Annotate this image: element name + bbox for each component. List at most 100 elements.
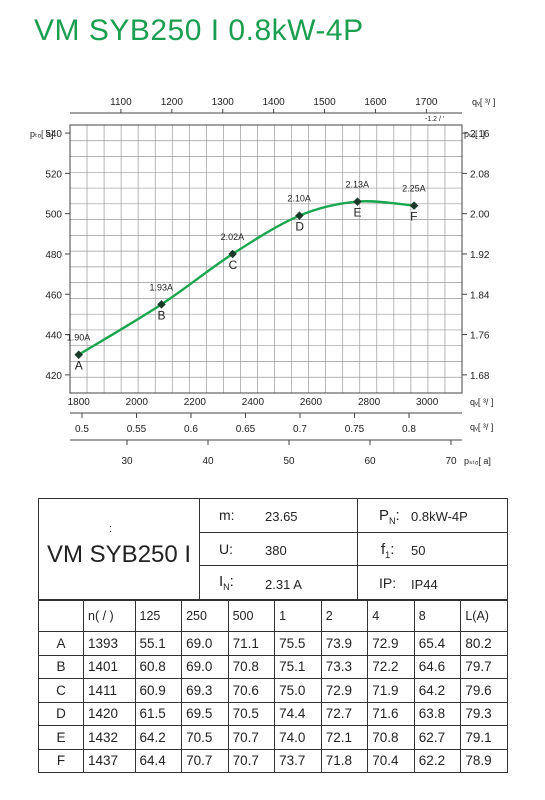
table-cell: 70.6 [227,678,276,703]
table-cell: 60.9 [134,678,183,703]
data-point-current-label: 2.13A [345,180,369,190]
data-point-current-label: 1.90A [67,333,91,343]
left-axis-tick-label: 460 [45,290,62,301]
data-point-current-label: 1.93A [149,282,173,292]
left-axis-tick-label: 420 [45,371,62,382]
table-cell: 55.1 [134,631,183,656]
bottom-axis-2-tick-label: 0.8 [402,424,416,435]
top-axis-tick-label: 1600 [364,97,387,108]
table-cell: 79.6 [460,678,508,703]
right-axis-tick-label: 2.16 [470,129,490,140]
table-cell: 72.7 [320,701,369,726]
table-header-cell: L(A) [460,600,508,632]
table-header-cell: n( / ) [83,600,136,632]
table-cell: 70.8 [367,725,415,750]
bottom-axis-3-label: pₛₜₒ[ a] [464,456,491,466]
row-label: F [38,748,84,773]
data-point-current-label: 2.25A [402,184,426,194]
mass-label: m: [219,507,235,523]
data-point-current-label: 2.10A [287,194,311,204]
table-cell: 71.1 [227,631,276,656]
spec-panel: : VM SYB250 I m: 23.65 PN: 0.8kW-4P U: 3… [38,498,508,600]
bottom-axis-2-tick-label: 0.6 [184,424,198,435]
table-cell: 1411 [83,678,136,703]
row-label: A [38,631,84,656]
table-cell: 78.9 [460,748,508,773]
top-axis-tick-label: 1500 [313,97,336,108]
row-label: E [38,725,84,750]
top-axis-sub-label: -1.2 / ' [425,116,444,123]
table-cell: 70.5 [181,725,229,750]
data-point [74,350,83,359]
table-header-cell: 125 [134,600,183,632]
model-name: VM SYB250 I [47,541,192,568]
table-cell: 70.7 [227,725,276,750]
table-cell: 1437 [83,748,136,773]
power-value: 0.8kW-4P [411,509,468,524]
data-point-current-label: 2.02A [221,232,245,242]
ip-label: IP: [379,575,397,591]
right-axis-tick-label: 1.68 [470,371,490,382]
table-cell: 69.5 [181,701,229,726]
table-cell: 70.8 [227,654,276,679]
table-cell: 79.7 [460,654,508,679]
bottom-axis-3-tick-label: 50 [283,456,295,467]
table-cell: 65.4 [413,631,462,656]
current-label: IN: [219,573,234,592]
data-point-letter: F [410,210,417,224]
current-value: 2.31 A [265,577,302,592]
table-cell: 69.3 [181,678,229,703]
table-cell: 73.9 [320,631,369,656]
table-cell: 73.7 [274,748,322,773]
table-cell: 71.6 [367,701,415,726]
frequency-value: 50 [411,543,426,558]
top-axis-tick-label: 1100 [110,97,132,108]
table-header-cell [38,600,84,632]
table-cell: 63.8 [413,701,462,726]
left-axis-tick-label: 500 [45,210,62,221]
performance-chart: 1100 1200 1300 1400 1500 1600 1700 qᵥ[ ³/ ] -1.2… [30,97,495,467]
table-cell: 69.0 [181,631,229,656]
table-cell: 1420 [83,701,136,726]
bottom-axis-2-tick-label: 0.75 [345,424,365,435]
bottom-axis-2-tick-label: 0.65 [236,424,256,435]
table-header-cell: 4 [367,600,415,632]
bottom-axis-1-label: qᵥ[ ³/ ] [470,397,493,407]
bottom-axis-3-tick-label: 40 [202,456,214,467]
table-cell: 62.7 [413,725,462,750]
table-cell: 70.7 [227,748,276,773]
model-caption: : [109,523,113,535]
right-axis-label: pₜₒ[ .] [464,129,485,139]
bottom-axis-3-tick-label: 30 [121,456,133,467]
bottom-axis-1-tick-label: 1800 [68,397,91,408]
data-point-letter: E [353,206,361,220]
table-cell: 80.2 [460,631,508,656]
table-cell: 70.4 [367,748,415,773]
frequency-label: f1: [381,541,395,560]
table-cell: 71.9 [367,678,415,703]
right-axis-tick-label: 2.08 [470,169,490,180]
page-title: VM SYB250 I 0.8kW-4P [34,14,364,47]
data-point-letter: B [157,308,165,322]
table-row: B 1401 60.8 69.0 70.8 75.1 73.3 72.2 64.6 79.7 [38,654,508,679]
mass-value: 23.65 [265,509,298,524]
table-cell: 72.9 [320,678,369,703]
table-cell: 74.4 [274,701,322,726]
table-header-cell: 500 [227,600,276,632]
voltage-label: U: [219,541,233,557]
bottom-axis-1-tick-label: 2400 [242,397,265,408]
right-axis-tick-label: 1.92 [470,250,490,261]
row-label: B [38,654,84,679]
data-point [295,211,304,220]
table-cell: 73.3 [320,654,369,679]
bottom-axis-1-tick-label: 2000 [126,397,149,408]
table-cell: 62.2 [413,748,462,773]
table-cell: 79.3 [460,701,508,726]
table-row: A 1393 55.1 69.0 71.1 75.5 73.9 72.9 65.4 80.2 [38,631,508,656]
voltage-value: 380 [265,543,287,558]
bottom-axis-1-tick-label: 3000 [416,397,439,408]
table-cell: 72.9 [367,631,415,656]
bottom-axis-1-tick-label: 2600 [300,397,323,408]
table-cell: 1432 [83,725,136,750]
bottom-axis-2-tick-label: 0.55 [127,424,147,435]
